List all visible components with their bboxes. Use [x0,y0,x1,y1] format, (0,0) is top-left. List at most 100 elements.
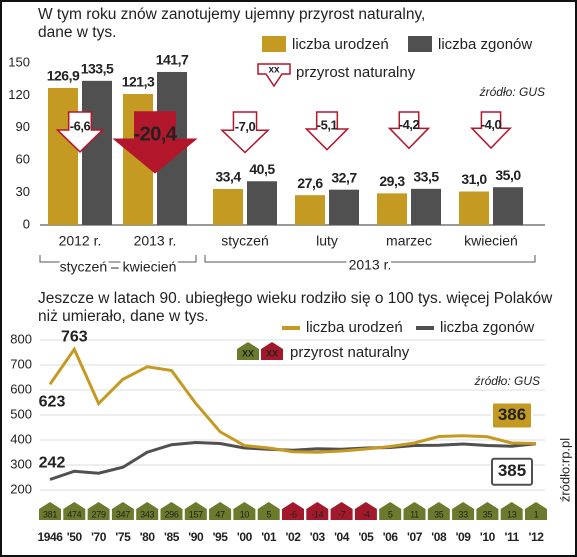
y-tick-label: 600 [10,381,32,396]
increase-badge [136,502,159,520]
chart-title: W tym roku znów zanotujemy ujemny przyro… [38,6,426,41]
increase-label: -7,0 [235,119,256,134]
increase-badge [403,502,426,520]
increase-badge [184,502,207,520]
legend-swatch [262,36,286,52]
x-tick-label: '00 [237,530,253,544]
x-tick-label: '08 [431,530,447,544]
increase-arrow [470,111,512,150]
y-tick-label: 120 [8,87,30,102]
increase-label: 1 [534,509,539,519]
bar [411,188,441,225]
increase-badge [160,502,183,520]
increase-label: 474 [67,509,81,519]
increase-arrow [304,111,350,151]
line [48,346,537,454]
x-tick-label: '04 [334,530,350,544]
increase-label: 157 [189,509,203,519]
increase-label: -4,0 [481,117,502,132]
value-label: 133,5 [81,61,114,77]
increase-label: -6,6 [70,119,91,134]
source: źródło: GUS [474,374,540,388]
increase-label: 279 [92,509,106,519]
point-label: 242 [39,455,66,472]
bar [213,188,243,225]
increase-label: 33 [458,509,468,519]
y-tick-label: 150 [8,54,30,69]
legend-icon-text: XX [266,348,278,358]
increase-label: -4 [362,509,370,519]
value-label: 141,7 [156,52,189,68]
legend-label: liczba zgonów [438,36,532,53]
x-tick-label: '70 [91,530,107,544]
y-tick-label: 90 [16,119,30,134]
value-label: 27,6 [297,175,323,191]
x-tick-label: '11 [505,530,520,544]
value-label: 33,4 [215,169,241,185]
x-tick-label: 1946 [37,530,63,544]
line [49,440,537,481]
increase-badge [233,502,256,520]
y-tick-label: 400 [10,431,32,446]
x-tick-label: '85 [164,530,180,544]
y-tick-label: 200 [10,481,32,496]
increase-badge [39,502,61,520]
increase-badge [452,502,475,520]
chart-title: Jeszcze w latach 90. ubiegłego wieku rod… [38,290,553,325]
increase-label: -4,2 [399,117,420,132]
source: źródło: GUS [479,85,545,99]
value-label: 31,0 [461,171,487,187]
x-tick-label: '07 [407,530,423,544]
y-tick-label: 800 [10,331,32,346]
point-label: 386 [498,405,526,424]
x-tick-label: '03 [310,530,326,544]
increase-badge [427,502,450,520]
bracket [39,255,197,263]
increase-label: -20,4 [133,123,177,145]
increase-label: 381 [43,509,57,519]
x-tick-label: '80 [140,530,156,544]
increase-label: 11 [410,509,419,519]
increase-label: 343 [140,509,154,519]
value-label: 35,0 [495,167,521,183]
y-tick-label: 500 [10,406,32,421]
legend-icon [237,342,259,360]
x-tick-label: '75 [115,530,131,544]
x-tick-label: '90 [188,530,204,544]
bar [329,189,359,225]
group-label: styczeń – kwiecień [60,259,177,275]
legend-icon [261,342,283,360]
x-tick-label: '02 [285,530,301,544]
legend-icon-text: XX [242,348,254,358]
increase-label: 5 [388,509,393,519]
x-tick-label: '06 [383,530,399,544]
legend-label: liczba urodzeń [292,36,389,53]
group-label: styczeń – kwiecień [60,259,177,275]
legend-label: przyrost naturalny [296,64,416,81]
legend-label: liczba zgonów [440,319,534,336]
x-tick-label: styczeń [221,233,268,249]
increase-badge [282,502,304,520]
increase-badge [379,502,402,520]
y-tick-label: 30 [16,184,30,199]
x-tick-label: '09 [456,530,472,544]
value-label: 126,9 [47,68,80,84]
x-tick-label: '05 [358,530,374,544]
increase-badge [209,502,232,520]
x-tick-label: '95 [213,530,229,544]
increase-label: 5 [266,509,271,519]
x-tick-label: marzec [386,233,432,249]
value-label: 40,5 [249,161,275,177]
y-tick-label: 700 [10,356,32,371]
value-label: 121,3 [122,74,155,90]
increase-label: 296 [164,509,178,519]
increase-badge [111,502,134,520]
x-tick-label: kwiecień [464,233,518,249]
y-tick-label: 60 [16,152,30,167]
bar [82,80,112,225]
x-tick-label: 2012 r. [59,233,102,249]
bar [459,191,489,225]
